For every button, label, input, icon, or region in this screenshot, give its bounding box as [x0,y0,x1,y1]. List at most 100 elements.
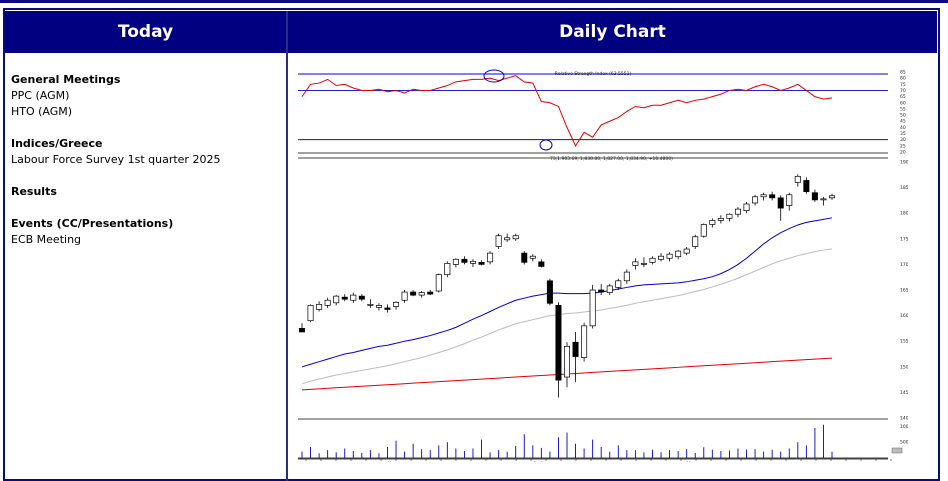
daily-candlestick-chart: Relative Strength Index (63.5551) 8580757… [298,64,908,462]
rsi-tick-label: 70 [900,88,906,94]
candle-body [794,175,801,183]
time-axis: March April May June [298,458,892,462]
candle-body [444,263,451,275]
section-title: Indices/Greece [11,137,103,150]
rsi-tick-label: 80 [900,76,906,82]
rsi-tick-label: 25 [900,143,906,149]
price-tick-label: 1700 [900,262,908,268]
list-item: ECB Meeting [11,233,82,246]
rsi-high-marker [483,69,505,83]
price-tick-label: 1550 [900,339,908,345]
candle-body [700,224,707,237]
candle-body [717,217,724,221]
rsi-panel: Relative Strength Index (63.5551) 8580757… [298,64,906,156]
month-label: April [533,461,543,462]
candle-body [435,274,442,292]
section-title: Events (CC/Presentations) [11,217,174,230]
candle-body [632,261,639,266]
candle-body [427,291,434,295]
candle-body [658,255,665,260]
rsi-tick-label: 45 [900,119,906,125]
price-tick-label: 1900 [900,160,908,166]
rsi-low-marker [539,139,553,151]
rsi-tick-label: 55 [900,106,906,112]
candle-body [521,252,528,263]
candle-body [606,285,613,293]
section-title: General Meetings [11,73,121,86]
candle-body [777,197,784,209]
price-tick-label: 1400 [900,416,908,422]
candle-body [623,271,630,282]
candle-body [572,341,579,357]
candle-body [495,235,502,247]
section-results: Results [11,184,281,200]
candle-body [786,194,793,206]
candle-body [828,195,835,199]
candle-body [743,203,750,211]
rsi-tick-label: 50 [900,113,906,119]
section-general-meetings: General Meetings PPC (AGM) HTO (AGM) [11,72,281,120]
candle-body [538,261,545,267]
moving-average-short [301,217,833,368]
candle-body [316,303,323,310]
price-tick-label: 1450 [900,390,908,396]
candle-body [581,325,588,358]
price-tick-label: 1600 [900,313,908,319]
list-item: PPC (AGM) [11,89,70,102]
price-tick-label: 1500 [900,364,908,370]
candle-body [333,295,340,304]
moving-average-mid [301,248,833,385]
candle-body [299,328,306,333]
rsi-tick-label: 75 [900,82,906,88]
candle-body [358,295,365,300]
candle-body [418,292,425,296]
month-label: June [805,461,816,462]
rsi-tick-label: 40 [900,125,906,131]
candle-body [760,194,767,198]
candle-body [820,198,827,201]
rsi-tick-label: 85 [900,70,906,76]
month-label: March [387,461,401,462]
rsi-tick-label: 20 [900,150,906,156]
section-title: Results [11,185,57,198]
candle-body [683,248,690,254]
candle-body [367,303,374,306]
candle-body [341,296,348,300]
candle-body [598,289,605,293]
candle-body [350,294,357,301]
candle-body [324,299,331,306]
volume-scroll-handle [891,447,903,454]
volume-tick-label: 10000 [900,424,908,430]
candle-body [504,237,511,241]
price-tick-label: 1800 [900,211,908,217]
list-item: Labour Force Survey 1st quarter 2025 [11,153,221,166]
rsi-title: Relative Strength Index (63.5551) [555,71,632,77]
rsi-background [298,64,888,154]
candle-body [666,253,673,259]
candle-body [307,305,314,322]
candle-body [487,252,494,263]
candle-body [649,257,656,263]
rsi-tick-label: 30 [900,137,906,143]
candle-body [752,196,759,204]
candle-body [675,250,682,258]
section-indices-greece: Indices/Greece Labour Force Survey 1st q… [11,136,281,168]
candle-body [512,235,519,240]
rsi-tick-label: 65 [900,94,906,100]
volume-panel: 10000 5000 [298,424,908,459]
candle-body [529,255,536,259]
candle-body [469,260,476,264]
candle-body [564,345,571,378]
candle-body [726,213,733,219]
rsi-tick-label: 35 [900,131,906,137]
price-tick-label: 1650 [900,288,908,294]
price-tick-label: 1850 [900,185,908,191]
candle-body [384,307,391,310]
price-caption: 73,1.903.69, 1,830.80, 1,827.00, 1,834.9… [550,156,673,162]
month-label: May [687,461,697,462]
rsi-line [301,75,833,147]
candle-body [375,305,382,308]
candle-body [811,192,818,201]
today-panel: General Meetings PPC (AGM) HTO (AGM) Ind… [11,72,281,248]
price-tick-label: 1750 [900,236,908,242]
